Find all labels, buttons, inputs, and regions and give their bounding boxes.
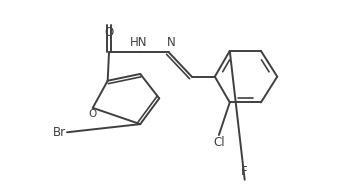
Text: O: O bbox=[89, 109, 97, 119]
Text: Cl: Cl bbox=[213, 136, 225, 149]
Text: HN: HN bbox=[130, 36, 148, 49]
Text: Br: Br bbox=[53, 126, 66, 139]
Text: F: F bbox=[241, 165, 248, 178]
Text: N: N bbox=[166, 36, 175, 49]
Text: O: O bbox=[104, 26, 114, 39]
